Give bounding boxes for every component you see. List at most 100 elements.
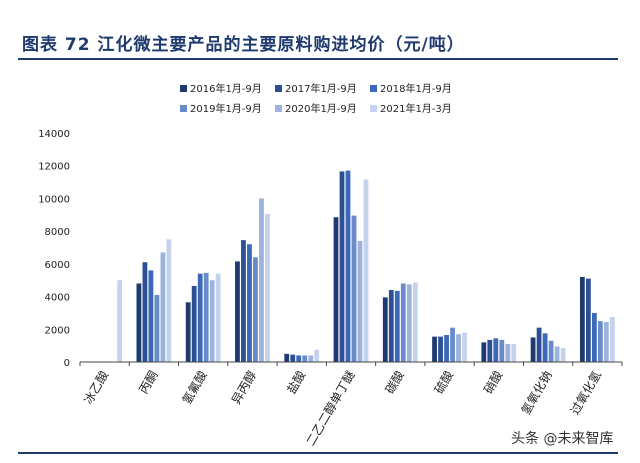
legend-swatch [275, 85, 282, 92]
legend-swatch [370, 105, 377, 112]
bar [481, 342, 487, 362]
bar [339, 171, 345, 362]
bar [314, 349, 320, 362]
bar [253, 257, 258, 362]
x-tick-label: 硝酸 [480, 368, 505, 396]
x-tick-label: 氢氟酸 [179, 368, 210, 407]
bar [591, 312, 597, 362]
bar [197, 273, 203, 362]
bar [136, 283, 142, 362]
bar [444, 335, 449, 362]
bar [412, 282, 418, 362]
bar [215, 273, 221, 362]
bar [499, 339, 505, 362]
x-tick-label: 异丙醇 [228, 368, 259, 407]
title-divider [18, 58, 618, 60]
y-tick-label: 2000 [45, 325, 70, 336]
y-tick-label: 4000 [45, 293, 70, 304]
figure-title: 图表 72 江化微主要产品的主要原料购进均价（元/吨） [22, 35, 465, 55]
bar [333, 217, 339, 362]
bar [450, 327, 455, 362]
bar [487, 339, 493, 362]
bar [536, 327, 542, 362]
x-tick-label: 盐酸 [283, 368, 308, 396]
bar [185, 302, 191, 362]
bar [579, 276, 585, 362]
bar [302, 355, 308, 362]
bar [259, 198, 264, 362]
bar [554, 346, 560, 362]
x-tick-label: 过氧化氢 [567, 368, 604, 417]
bar [406, 284, 412, 362]
bar [603, 321, 609, 362]
bar [160, 252, 166, 362]
chart-legend: 2016年1月-9月 2017年1月-9月 2018年1月-9月 2019年1月-9月… [180, 82, 452, 115]
bar [493, 338, 499, 362]
legend-label: 2019年1月-9月 [190, 102, 262, 115]
bar [597, 321, 603, 362]
bar [511, 344, 517, 362]
legend-swatch [370, 85, 377, 92]
bar [530, 337, 536, 362]
bar [388, 290, 394, 362]
y-tick-label: 14000 [38, 129, 70, 140]
x-tick-label: 硫酸 [431, 368, 456, 396]
legend-label: 2017年1月-9月 [285, 82, 357, 95]
bar-series [117, 170, 615, 362]
watermark-text: 头条 @未来智库 [508, 428, 617, 448]
x-tick-label: 二乙二醇单丁醚 [303, 368, 358, 448]
bar [542, 333, 548, 362]
legend-swatch [275, 105, 282, 112]
bar [166, 239, 172, 362]
legend-label: 2021年1月-3月 [380, 102, 452, 115]
bar [308, 355, 314, 362]
footer-divider [18, 452, 618, 454]
bar [363, 179, 369, 362]
bar [284, 353, 290, 362]
bar [548, 340, 554, 362]
bar [142, 262, 148, 362]
bar [209, 280, 215, 362]
bar [241, 240, 246, 362]
bar [296, 355, 302, 362]
bar [247, 244, 252, 362]
y-tick-label: 10000 [38, 194, 70, 205]
x-tick-label: 冰乙酸 [80, 368, 111, 407]
legend-label: 2020年1月-9月 [285, 102, 357, 115]
x-tick-label: 丙酮 [136, 369, 160, 397]
y-tick-label: 12000 [38, 162, 70, 173]
bar [203, 272, 209, 362]
legend-label: 2016年1月-9月 [190, 82, 262, 95]
figure-header: 图表 72 江化微主要产品的主要原料购进均价（元/吨） [0, 0, 640, 62]
bar [290, 354, 296, 362]
bar [148, 270, 154, 362]
bar [235, 261, 240, 362]
bar [585, 278, 591, 362]
y-axis: 0 2000 4000 6000 8000 10000 12000 14000 [38, 129, 70, 369]
bar [154, 294, 160, 362]
bar [400, 283, 406, 362]
bar [357, 240, 363, 362]
bar [505, 344, 511, 362]
bar [265, 213, 270, 362]
bar [351, 215, 357, 362]
x-tick-label: 氢氧化钠 [518, 368, 555, 417]
legend-swatch [180, 85, 187, 92]
bar [394, 290, 400, 362]
bar [462, 332, 467, 362]
y-tick-label: 6000 [45, 260, 70, 271]
bar-chart: 2016年1月-9月 2017年1月-9月 2018年1月-9月 2019年1月-9月… [38, 82, 623, 448]
bar [609, 317, 615, 362]
y-tick-label: 0 [64, 358, 70, 369]
bar [438, 336, 443, 362]
bar [456, 334, 461, 362]
bar [382, 297, 388, 362]
bar [191, 285, 197, 362]
legend-swatch [180, 105, 187, 112]
bar [432, 336, 437, 362]
bar [560, 348, 566, 362]
y-tick-label: 8000 [45, 227, 70, 238]
bar [117, 280, 123, 362]
bar [345, 170, 351, 362]
legend-label: 2018年1月-9月 [380, 82, 452, 95]
